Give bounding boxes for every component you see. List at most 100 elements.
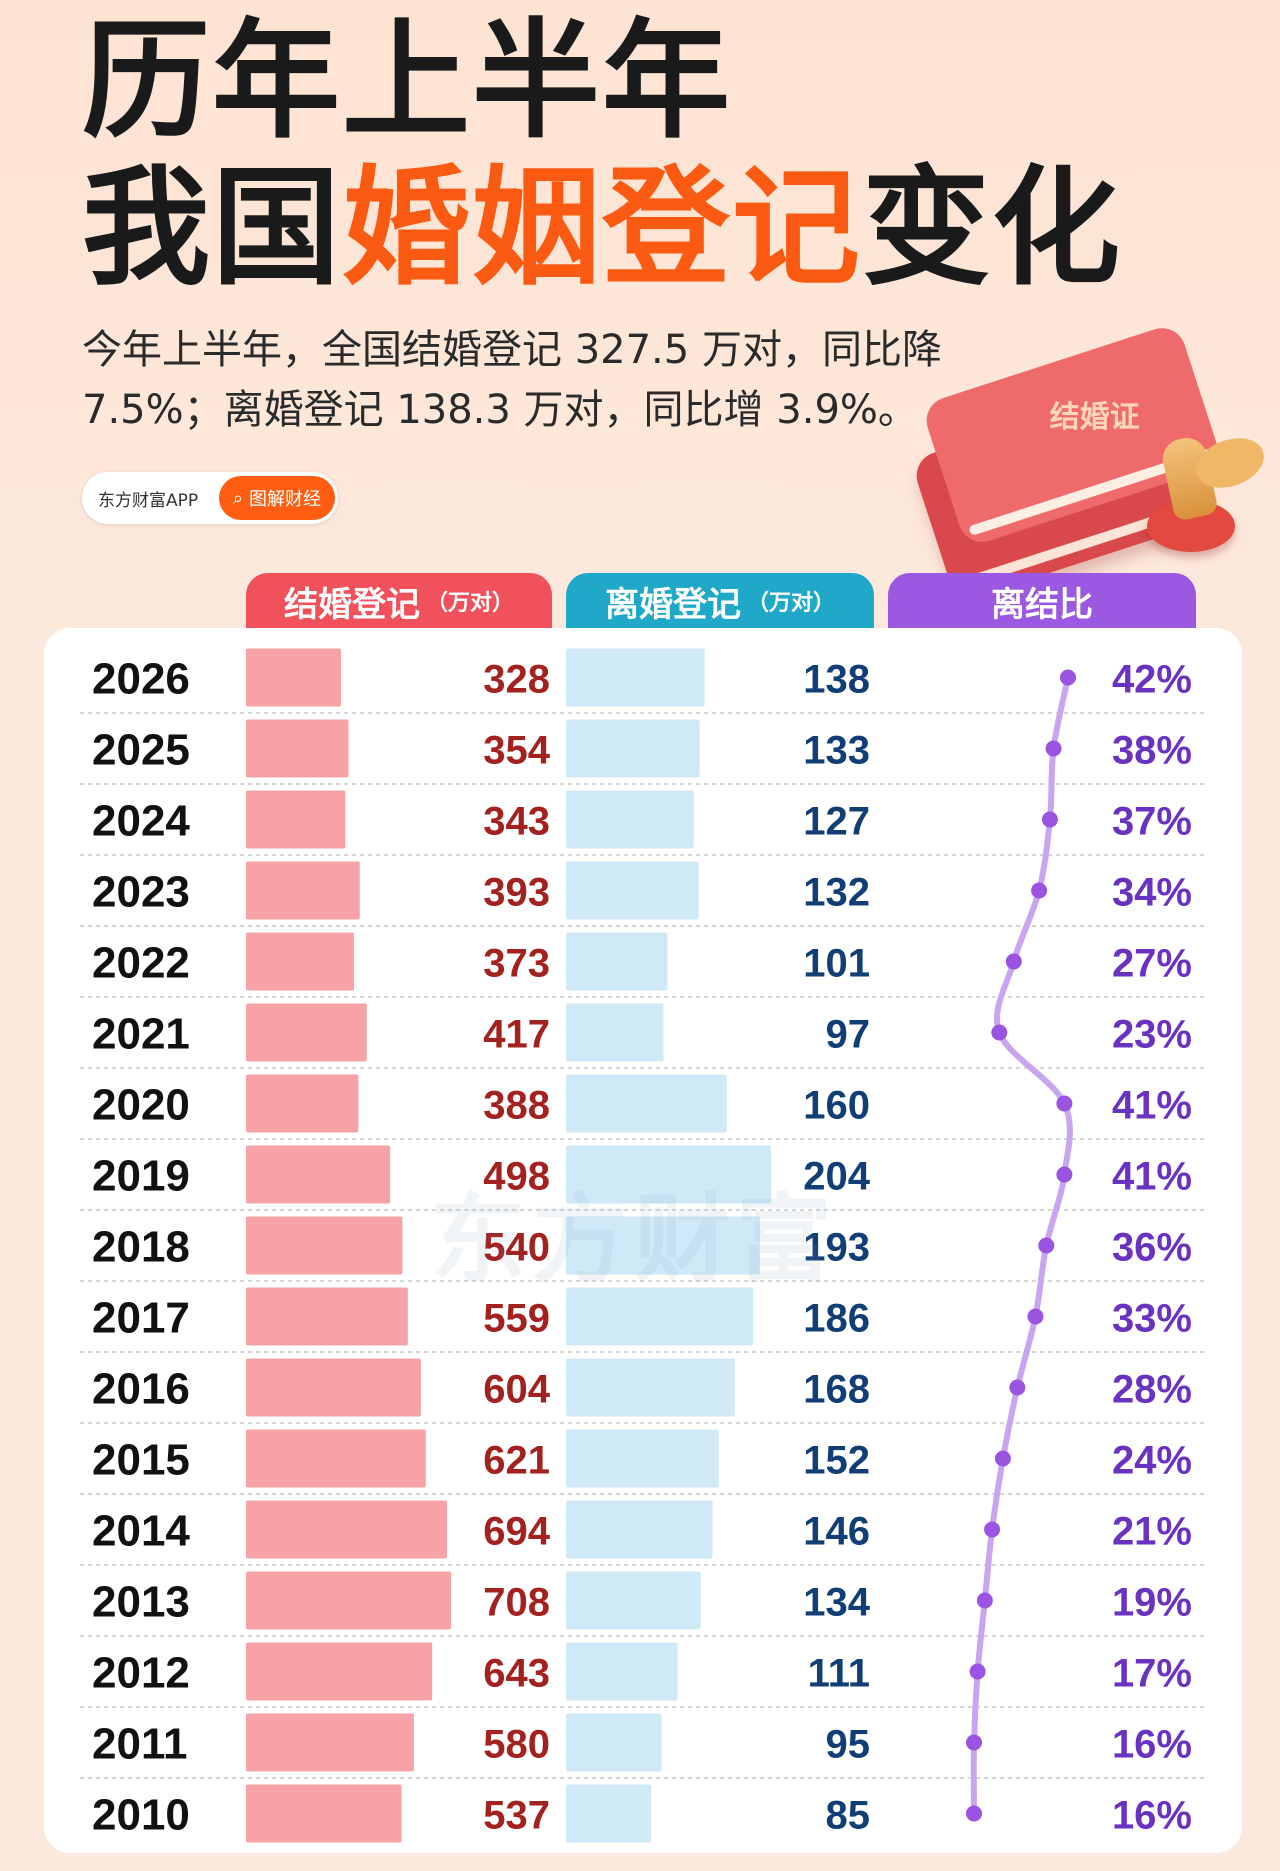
- ratio-line: [970, 674, 1073, 1817]
- ratio-value: 27%: [1112, 942, 1192, 986]
- marriage-bar: [246, 1713, 414, 1772]
- ratio-point: [984, 1521, 1001, 1538]
- year-label: 2024: [92, 797, 190, 846]
- year-label: 2026: [92, 655, 190, 704]
- marriage-value: 537: [483, 1794, 550, 1838]
- divorce-bar: [566, 1145, 771, 1204]
- marriage-bar: [246, 1784, 402, 1843]
- divorce-bar: [566, 1003, 664, 1062]
- marriage-value: 694: [483, 1510, 550, 1554]
- source-tag-label: 图解财经: [249, 489, 321, 510]
- divorce-header-unit: （万对）: [746, 591, 835, 616]
- ratio-value: 21%: [1112, 1510, 1192, 1554]
- ratio-value: 28%: [1112, 1368, 1192, 1412]
- ratio-value: 41%: [1112, 1084, 1192, 1128]
- marriage-bar: [246, 932, 355, 991]
- divorce-value: 146: [803, 1510, 870, 1554]
- year-label: 2016: [92, 1365, 190, 1414]
- ratio-value: 38%: [1112, 729, 1192, 773]
- marriage-value: 417: [483, 1013, 550, 1057]
- marriage-bar: [246, 1287, 408, 1346]
- marriage-value: 498: [483, 1155, 550, 1199]
- ratio-value: 41%: [1112, 1155, 1192, 1199]
- ratio-value: 36%: [1112, 1226, 1192, 1270]
- ratio-value: 16%: [1112, 1794, 1192, 1838]
- marriage-bar: [246, 719, 349, 778]
- year-label: 2011: [92, 1720, 187, 1769]
- ratio-point: [1005, 953, 1022, 970]
- title-suffix: 变化: [862, 154, 1123, 303]
- marriage-bar: [246, 1571, 451, 1630]
- divorce-bar: [566, 1784, 652, 1843]
- divorce-value: 168: [803, 1368, 870, 1412]
- divorce-value: 127: [803, 800, 870, 844]
- year-label: 2012: [92, 1649, 190, 1698]
- marriage-bar: [246, 1074, 359, 1133]
- marriage-bar: [246, 790, 346, 849]
- marriage-bar: [246, 1500, 447, 1559]
- marriage-certificate-illustration: 结婚证: [905, 320, 1271, 604]
- divorce-value: 133: [803, 729, 870, 773]
- title-highlight: 婚姻登记: [342, 154, 863, 303]
- marriage-value: 708: [483, 1581, 550, 1625]
- divorce-bar: [566, 861, 699, 920]
- ratio-point: [976, 1592, 993, 1609]
- year-label: 2013: [92, 1578, 190, 1627]
- data-table-card: 2026 328 138 42% 2025 354 133 38% 2024 343 127 37% 2…: [44, 628, 1242, 1853]
- ratio-point: [991, 1024, 1008, 1041]
- ratio-point: [1041, 811, 1058, 828]
- divorce-value: 204: [803, 1155, 870, 1199]
- marriage-value: 328: [483, 658, 550, 702]
- ratio-value: 19%: [1112, 1581, 1192, 1625]
- year-label: 2014: [92, 1507, 190, 1556]
- ratio-point: [966, 1734, 982, 1751]
- page-title-line1: 历年上半年: [82, 7, 733, 156]
- divorce-bar: [566, 790, 694, 849]
- divorce-bar: [566, 1571, 701, 1630]
- year-label: 2019: [92, 1152, 190, 1201]
- ratio-point: [1038, 1237, 1055, 1254]
- ratio-value: 33%: [1112, 1297, 1192, 1341]
- divorce-value: 186: [803, 1297, 870, 1341]
- divorce-value: 132: [803, 871, 870, 915]
- watermark: 东方财富: [430, 1184, 838, 1296]
- marriage-bar: [246, 1003, 367, 1062]
- ratio-point: [1045, 740, 1062, 757]
- marriage-value: 604: [483, 1368, 550, 1412]
- ratio-point: [1060, 669, 1076, 686]
- year-label: 2022: [92, 939, 190, 988]
- divorce-column-header: 离婚登记 （万对）: [566, 573, 874, 629]
- divorce-bar: [566, 719, 700, 778]
- ratio-point: [1056, 1166, 1073, 1183]
- marriage-value: 373: [483, 942, 550, 986]
- divorce-value: 101: [803, 942, 870, 986]
- marriage-value: 388: [483, 1084, 550, 1128]
- source-badge[interactable]: 东方财富APP ⌕ 图解财经: [82, 472, 338, 524]
- marriage-bar: [246, 861, 360, 920]
- divorce-value: 85: [826, 1794, 871, 1838]
- ratio-point: [1056, 1095, 1073, 1112]
- marriage-bar: [246, 1358, 421, 1417]
- divorce-bar: [566, 1074, 727, 1133]
- marriage-value: 393: [483, 871, 550, 915]
- marriage-bar: [246, 1216, 403, 1275]
- ratio-value: 17%: [1112, 1652, 1192, 1696]
- marriage-value: 540: [483, 1226, 550, 1270]
- divorce-value: 111: [808, 1652, 870, 1696]
- marriage-bar: [246, 1145, 391, 1204]
- marriage-header-unit: （万对）: [425, 591, 514, 616]
- year-label: 2025: [92, 726, 190, 775]
- certificate-label: 结婚证: [1049, 399, 1140, 435]
- year-label: 2017: [92, 1294, 190, 1343]
- source-name: 东方财富APP: [98, 490, 199, 511]
- ratio-point: [966, 1805, 982, 1822]
- divorce-bar: [566, 648, 705, 707]
- divorce-value: 97: [826, 1013, 871, 1057]
- marriage-header-label: 结婚登记: [283, 584, 420, 625]
- ratio-header-label: 离结比: [991, 584, 1093, 625]
- source-tag-button[interactable]: ⌕ 图解财经: [218, 476, 335, 520]
- year-label: 2020: [92, 1081, 190, 1130]
- marriage-bar: [246, 1642, 433, 1701]
- divorce-bar: [566, 1500, 713, 1559]
- ratio-value: 34%: [1112, 871, 1192, 915]
